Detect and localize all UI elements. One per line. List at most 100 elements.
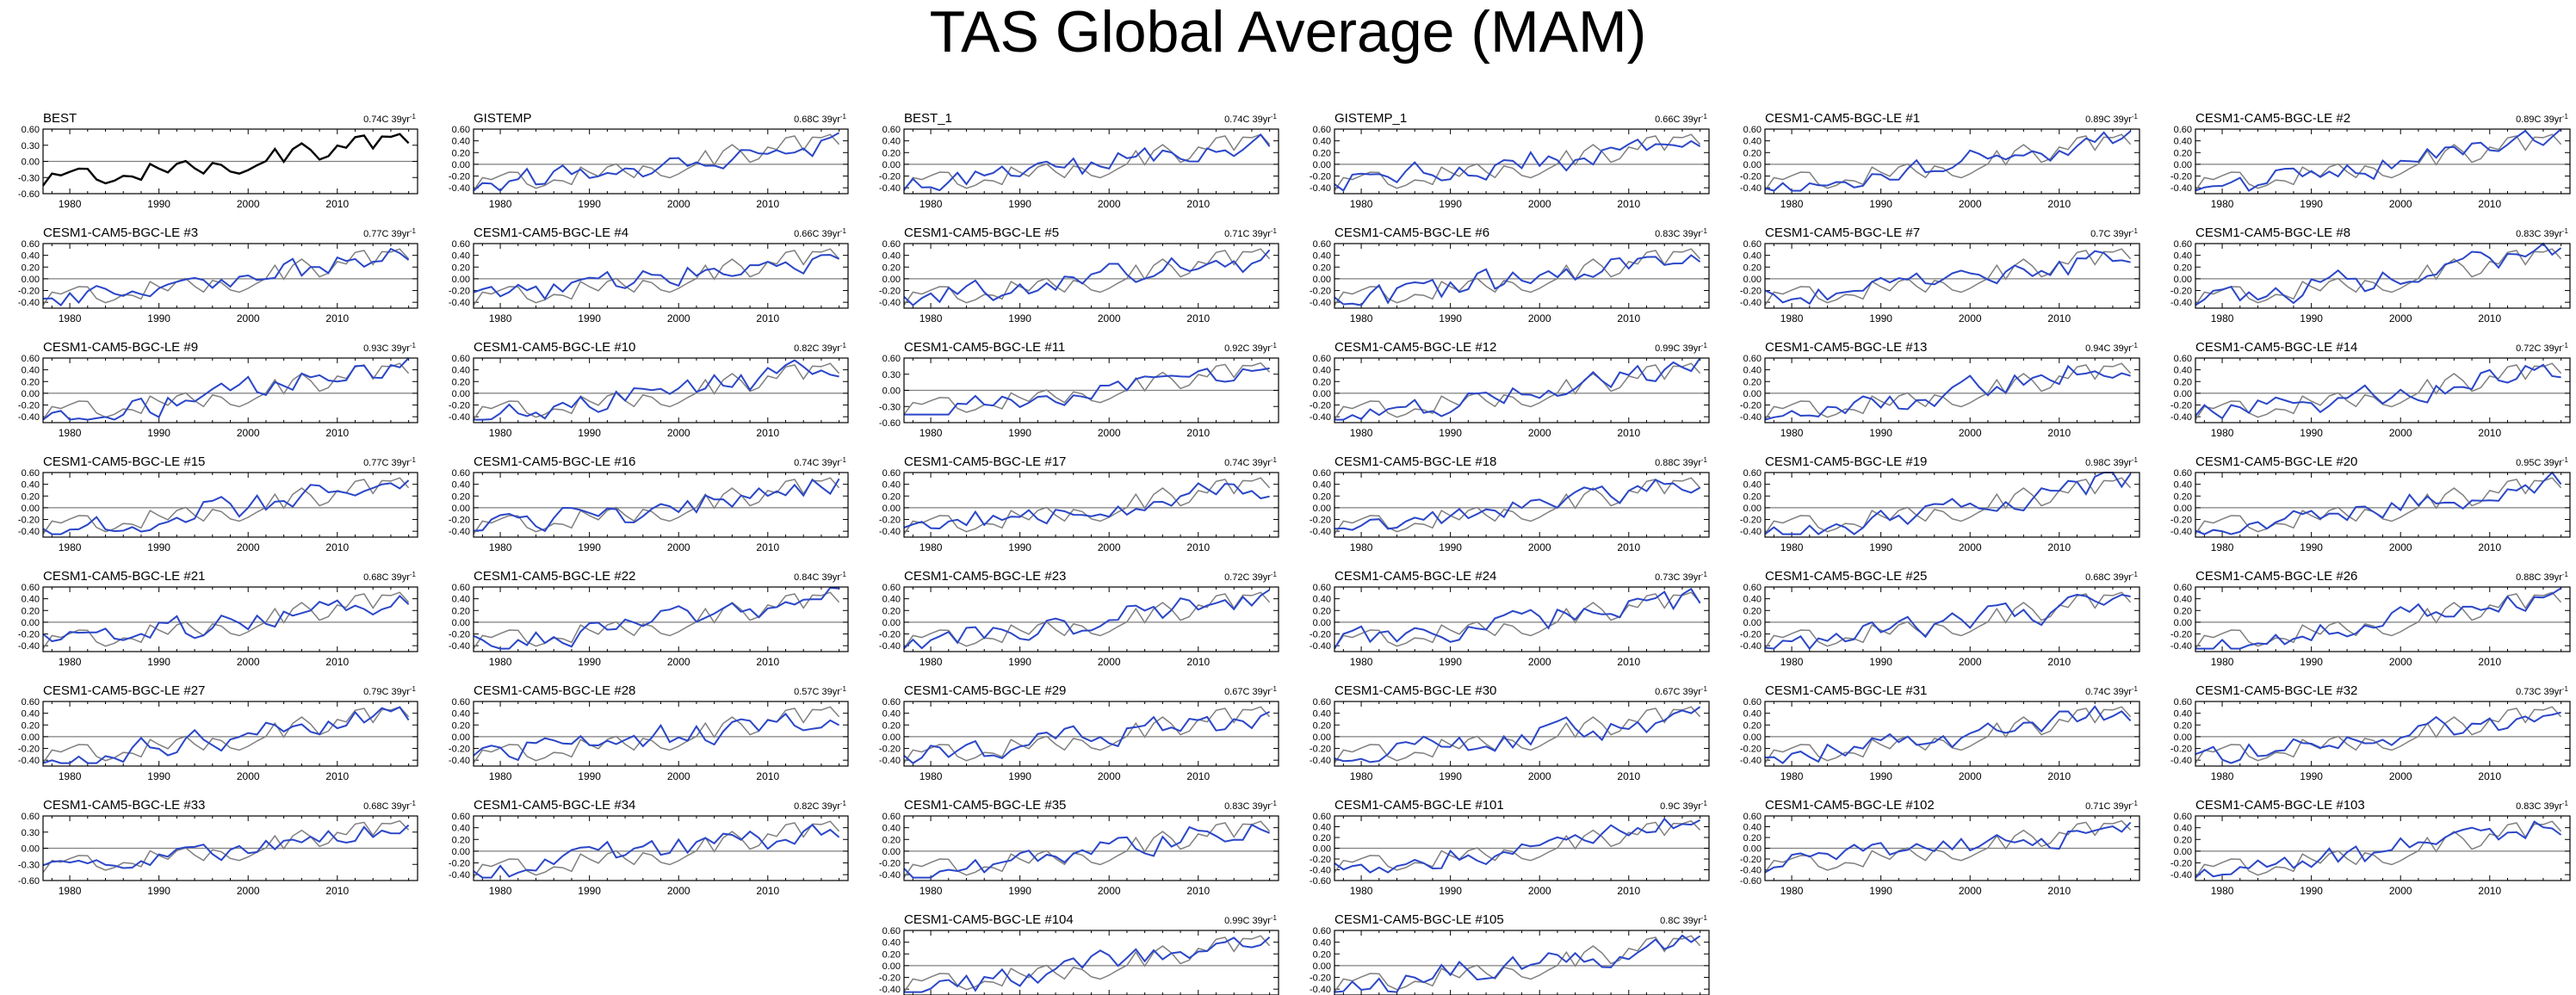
trend-exponent: -1 <box>1701 456 1708 464</box>
y-tick-label: 0.20 <box>2174 720 2192 731</box>
x-tick-label: 2000 <box>237 198 260 210</box>
trend-label: 0.89C 39yr-1 <box>2085 113 2138 126</box>
y-tick-label: -0.40 <box>18 412 40 423</box>
trend-label: 0.83C 39yr-1 <box>2516 800 2568 813</box>
trend-exponent: -1 <box>2562 227 2569 235</box>
y-tick-label: 0.40 <box>2174 824 2192 834</box>
y-tick-label: 0.60 <box>22 468 40 479</box>
trend-exponent: -1 <box>1701 914 1708 922</box>
panel-frame <box>2195 472 2571 538</box>
y-tick-label: 0.60 <box>452 697 470 708</box>
x-tick-label: 1990 <box>147 427 170 439</box>
x-tick-label: 2010 <box>2047 198 2071 210</box>
y-tick-label: 0.20 <box>882 148 901 158</box>
panel-title: CESM1-CAM5-BGC-LE #20 <box>2195 454 2357 469</box>
y-tick-label: -0.20 <box>1310 172 1331 182</box>
panel-cesm1-cam5-bgc-le-101: CESM1-CAM5-BGC-LE #101 0.9C 39yr-1 0.600.4… <box>1310 798 1710 897</box>
y-tick-label: 0.00 <box>882 732 901 743</box>
y-tick-label: 0.20 <box>452 835 470 845</box>
trend-exponent: -1 <box>1271 914 1278 922</box>
x-tick-label: 2000 <box>237 427 260 439</box>
x-tick-label: 2000 <box>2389 198 2412 210</box>
y-tick-label: -0.20 <box>449 401 470 411</box>
y-tick-label: 0.40 <box>22 595 40 605</box>
x-tick-label: 1980 <box>2211 541 2234 553</box>
y-tick-label: 0.30 <box>22 828 40 838</box>
x-tick-label: 1990 <box>147 885 170 897</box>
x-tick-label: 2010 <box>1617 312 1640 324</box>
x-tick-label: 2010 <box>756 541 779 553</box>
y-tick-label: 0.40 <box>22 480 40 491</box>
trend-label: 0.71C 39yr-1 <box>1224 227 1277 240</box>
panel-cesm1-cam5-bgc-le-15: CESM1-CAM5-BGC-LE #15 0.77C 39yr-1 0.600.4… <box>18 454 418 553</box>
panel-title: CESM1-CAM5-BGC-LE #103 <box>2195 798 2365 813</box>
y-tick-label: 0.60 <box>452 468 470 479</box>
y-tick-label: 0.40 <box>2174 251 2192 262</box>
x-tick-label: 2000 <box>2389 312 2412 324</box>
panel-frame <box>42 357 418 423</box>
series-line-observed <box>2195 591 2562 650</box>
y-tick-label: 0.20 <box>1313 263 1331 273</box>
trend-exponent: -1 <box>2562 113 2569 121</box>
x-tick-label: 2000 <box>237 885 260 897</box>
x-tick-label: 1980 <box>2211 427 2234 439</box>
y-tick-label: -0.40 <box>18 298 40 308</box>
y-tick-label: 0.20 <box>882 606 901 616</box>
y-tick-label: 0.40 <box>2174 595 2192 605</box>
trend-label: 0.68C 39yr-1 <box>363 800 416 813</box>
series-line-observed <box>42 819 410 874</box>
x-tick-label: 2010 <box>2478 427 2501 439</box>
y-tick-label: 0.20 <box>452 720 470 731</box>
panel-title: CESM1-CAM5-BGC-LE #7 <box>1765 226 1920 240</box>
y-tick-label: 0.20 <box>22 606 40 616</box>
y-tick-label: -0.40 <box>1740 866 1762 876</box>
panel-cesm1-cam5-bgc-le-104: CESM1-CAM5-BGC-LE #104 0.99C 39yr-1 0.60 0.… <box>879 912 1279 995</box>
y-tick-label: 0.00 <box>1313 160 1331 170</box>
x-tick-label: 1980 <box>59 885 82 897</box>
series-line-observed <box>473 133 840 192</box>
x-tick-label: 1980 <box>920 885 943 897</box>
y-tick-label: 0.00 <box>452 732 470 743</box>
x-tick-label: 2000 <box>2389 770 2412 782</box>
series-line-observed <box>473 248 840 306</box>
x-tick-label: 1980 <box>59 770 82 782</box>
y-tick-label: 0.20 <box>2174 835 2192 845</box>
y-tick-label: 0.60 <box>1743 812 1762 822</box>
y-tick-label: 0.40 <box>22 709 40 720</box>
y-tick-label: 0.40 <box>452 480 470 491</box>
y-tick-label: -0.20 <box>1740 745 1762 755</box>
panel-cesm1-cam5-bgc-le-18: CESM1-CAM5-BGC-LE #18 0.88C 39yr-1 0.600.4… <box>1310 454 1710 553</box>
x-tick-label: 2010 <box>756 770 779 782</box>
trend-exponent: -1 <box>410 113 417 121</box>
panel-frame <box>2195 701 2571 767</box>
y-tick-label: -0.40 <box>879 756 901 766</box>
y-tick-label: 0.20 <box>1313 833 1331 844</box>
series-line-observed <box>1764 591 2132 650</box>
y-tick-label: 0.00 <box>2174 618 2192 628</box>
y-tick-label: 0.20 <box>1743 720 1762 731</box>
series-line-observed <box>1334 477 1701 535</box>
y-tick-label: 0.20 <box>2174 377 2192 387</box>
panel-title: CESM1-CAM5-BGC-LE #105 <box>1334 912 1504 927</box>
y-tick-label: -0.40 <box>1310 412 1331 423</box>
series-line-model <box>904 367 1270 416</box>
x-tick-label: 1990 <box>1439 312 1462 324</box>
y-tick-label: 0.60 <box>882 354 901 364</box>
panel-cesm1-cam5-bgc-le-3: CESM1-CAM5-BGC-LE #3 0.77C 39yr-1 0.600.40… <box>18 226 418 324</box>
trend-label: 0.99C 39yr-1 <box>1224 914 1277 927</box>
y-tick-label: 0.60 <box>882 926 901 936</box>
y-tick-label: 0.00 <box>22 732 40 743</box>
y-tick-label: -0.20 <box>2170 745 2192 755</box>
y-tick-label: -0.40 <box>1740 641 1762 652</box>
y-tick-label: 0.40 <box>452 824 470 834</box>
trend-exponent: -1 <box>1701 800 1708 807</box>
x-tick-label: 1980 <box>920 770 943 782</box>
x-tick-label: 1980 <box>489 885 512 897</box>
panel-frame <box>42 586 418 652</box>
panel-title: CESM1-CAM5-BGC-LE #25 <box>1765 569 1927 584</box>
trend-exponent: -1 <box>410 800 417 807</box>
x-tick-label: 2000 <box>1098 198 1121 210</box>
x-tick-label: 2000 <box>1528 885 1551 897</box>
x-tick-label: 2000 <box>1098 656 1121 668</box>
x-tick-label: 2000 <box>667 312 690 324</box>
